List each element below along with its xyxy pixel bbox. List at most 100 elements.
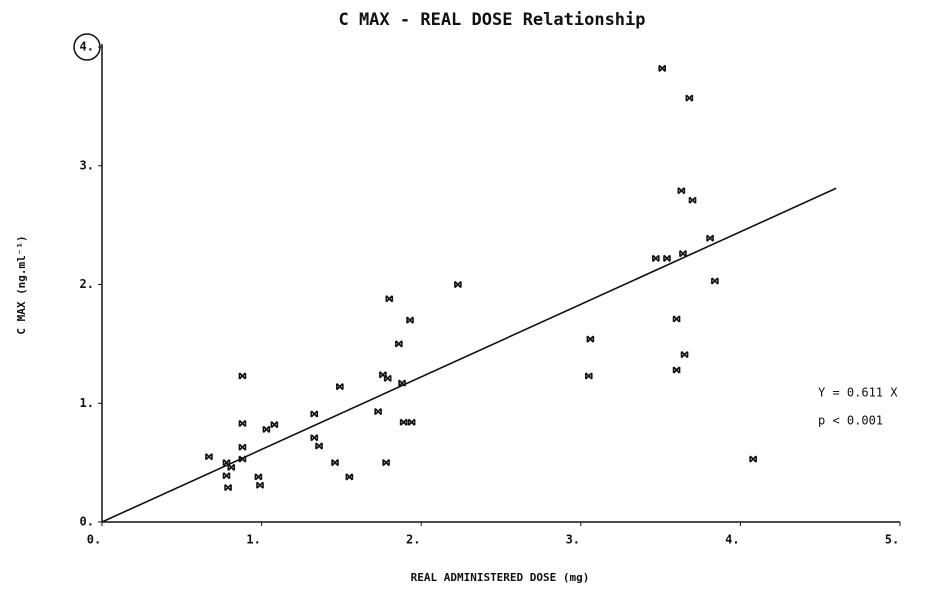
point (256, 481, 264, 489)
y-tick-label: 3. (80, 158, 94, 172)
point-glyph (262, 425, 271, 433)
point-glyph (398, 379, 406, 387)
x-tick-label: 3. (566, 533, 580, 547)
point (222, 459, 231, 467)
point (749, 455, 757, 463)
point (205, 453, 213, 461)
y-tick-label: 4. (80, 40, 94, 54)
point-glyph (238, 443, 247, 451)
point (238, 443, 247, 451)
point (680, 350, 689, 359)
point-glyph (383, 374, 392, 382)
point (586, 335, 595, 343)
point-glyph (395, 340, 403, 348)
point (336, 383, 344, 391)
x-tick-label: 4. (725, 533, 739, 547)
tick-highlight (73, 33, 101, 61)
point-glyph (222, 459, 231, 467)
point (685, 94, 694, 102)
point-glyph (238, 372, 247, 380)
y-axis-label: C MAX (ng.ml⁻¹) (15, 235, 28, 334)
y-tick-label: 0. (80, 515, 94, 529)
point-glyph (238, 455, 247, 463)
x-tick-label: 1. (246, 533, 260, 547)
point-glyph (382, 459, 390, 467)
annotation: p < 0.001 (818, 414, 883, 428)
point-glyph (227, 463, 236, 471)
point (407, 418, 416, 426)
point (270, 421, 279, 429)
x-tick-label: 2. (406, 533, 420, 547)
x-tick-label: 5. (885, 533, 899, 547)
point (224, 483, 232, 492)
point (379, 371, 387, 379)
point-glyph (374, 407, 382, 416)
point-glyph (336, 383, 344, 391)
point-glyph (584, 372, 593, 380)
point-glyph (256, 481, 264, 489)
point (652, 254, 660, 262)
point-glyph (315, 442, 323, 450)
point-glyph (224, 483, 232, 492)
point (254, 473, 263, 481)
point-glyph (677, 187, 686, 195)
point-glyph (205, 453, 213, 461)
chart-title: C MAX - REAL DOSE Relationship (338, 10, 645, 30)
point (398, 379, 406, 387)
point-glyph (331, 459, 339, 467)
point (238, 372, 247, 380)
point (374, 407, 382, 416)
point-glyph (685, 94, 694, 102)
x-tick-label: 0. (87, 533, 101, 547)
fit-line (101, 187, 837, 523)
point-glyph (407, 418, 416, 426)
point-glyph (749, 455, 757, 463)
point (677, 187, 686, 195)
point-glyph (679, 250, 687, 258)
point (331, 459, 339, 467)
point (395, 340, 403, 348)
point (315, 442, 323, 450)
point-glyph (663, 254, 671, 262)
point (658, 64, 666, 72)
point (222, 472, 231, 480)
point (227, 463, 236, 471)
point-glyph (385, 295, 394, 303)
point-glyph (310, 434, 319, 442)
point-glyph (379, 371, 387, 379)
point (688, 196, 697, 204)
point-glyph (222, 472, 231, 480)
point (584, 372, 593, 380)
point (238, 455, 247, 463)
point (672, 366, 681, 374)
point (711, 277, 719, 285)
point-glyph (672, 315, 681, 323)
point (399, 418, 408, 426)
x-axis-label: REAL ADMINISTERED DOSE (mg) (411, 571, 590, 584)
point (706, 234, 714, 242)
point (385, 295, 394, 303)
point (383, 374, 392, 382)
point (345, 473, 354, 481)
point-glyph (672, 366, 681, 374)
point-glyph (706, 234, 714, 242)
point (262, 425, 271, 433)
point (310, 434, 319, 442)
point-glyph (658, 64, 666, 72)
point (238, 419, 247, 428)
point (310, 410, 319, 418)
point-glyph (680, 350, 689, 359)
point-glyph (406, 316, 414, 324)
point-glyph (238, 419, 247, 428)
y-tick-label: 2. (80, 277, 94, 291)
point (382, 459, 390, 467)
point-glyph (270, 421, 279, 429)
point (679, 250, 687, 258)
point-glyph (454, 280, 462, 289)
point-glyph (345, 473, 354, 481)
point (663, 254, 671, 262)
point-glyph (586, 335, 595, 343)
y-tick-label: 1. (80, 396, 94, 410)
point-glyph (399, 418, 408, 426)
